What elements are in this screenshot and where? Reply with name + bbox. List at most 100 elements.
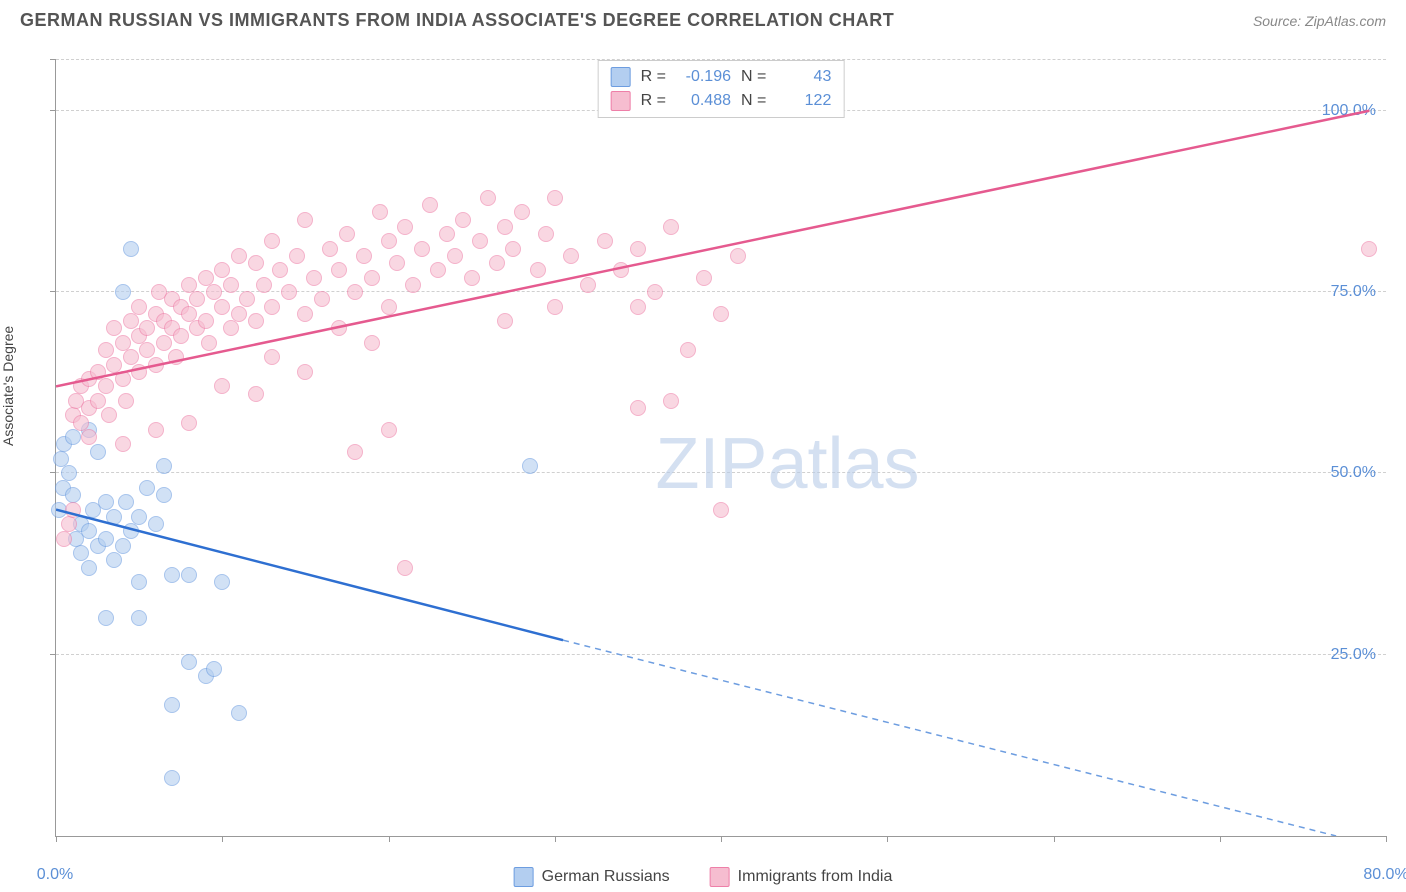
- data-point: [381, 422, 397, 438]
- data-point: [181, 415, 197, 431]
- data-point: [231, 248, 247, 264]
- gridline-h: [56, 291, 1386, 292]
- data-point: [256, 277, 272, 293]
- tick-y: [50, 110, 56, 111]
- tick-x: [1054, 836, 1055, 842]
- r-value-0: -0.196: [676, 68, 731, 86]
- data-point: [680, 342, 696, 358]
- data-point: [289, 248, 305, 264]
- trend-lines: [56, 60, 1386, 836]
- data-point: [131, 574, 147, 590]
- data-point: [331, 320, 347, 336]
- data-point: [497, 313, 513, 329]
- data-point: [156, 458, 172, 474]
- data-point: [131, 509, 147, 525]
- data-point: [381, 233, 397, 249]
- data-point: [223, 277, 239, 293]
- data-point: [339, 226, 355, 242]
- tick-x: [222, 836, 223, 842]
- tick-x: [389, 836, 390, 842]
- data-point: [123, 241, 139, 257]
- data-point: [597, 233, 613, 249]
- chart-area: ZIPatlas R = -0.196 N = 43 R = 0.488 N =…: [55, 60, 1386, 837]
- series-legend: German Russians Immigrants from India: [514, 867, 893, 887]
- gridline-h: [56, 654, 1386, 655]
- data-point: [306, 270, 322, 286]
- data-point: [364, 335, 380, 351]
- data-point: [214, 378, 230, 394]
- data-point: [297, 306, 313, 322]
- data-point: [322, 241, 338, 257]
- data-point: [115, 371, 131, 387]
- data-point: [115, 436, 131, 452]
- n-label: N =: [741, 68, 766, 86]
- data-point: [663, 393, 679, 409]
- legend-label-1: Immigrants from India: [738, 868, 893, 886]
- data-point: [181, 277, 197, 293]
- data-point: [264, 233, 280, 249]
- tick-x: [1386, 836, 1387, 842]
- data-point: [164, 770, 180, 786]
- data-point: [106, 552, 122, 568]
- data-point: [123, 313, 139, 329]
- legend-swatch-0: [514, 867, 534, 887]
- data-point: [455, 212, 471, 228]
- watermark: ZIPatlas: [655, 423, 919, 505]
- data-point: [189, 291, 205, 307]
- data-point: [106, 357, 122, 373]
- data-point: [81, 523, 97, 539]
- data-point: [497, 219, 513, 235]
- data-point: [98, 342, 114, 358]
- y-tick-label: 50.0%: [1331, 464, 1376, 482]
- data-point: [148, 422, 164, 438]
- n-value-0: 43: [776, 68, 831, 86]
- data-point: [472, 233, 488, 249]
- tick-y: [50, 654, 56, 655]
- data-point: [613, 262, 629, 278]
- data-point: [198, 313, 214, 329]
- data-point: [447, 248, 463, 264]
- gridline-h: [56, 472, 1386, 473]
- y-axis-label: Associate's Degree: [0, 326, 16, 446]
- data-point: [480, 190, 496, 206]
- data-point: [356, 248, 372, 264]
- data-point: [547, 299, 563, 315]
- data-point: [538, 226, 554, 242]
- data-point: [630, 299, 646, 315]
- data-point: [139, 480, 155, 496]
- data-point: [164, 567, 180, 583]
- data-point: [148, 516, 164, 532]
- data-point: [118, 393, 134, 409]
- data-point: [115, 538, 131, 554]
- data-point: [201, 335, 217, 351]
- data-point: [115, 335, 131, 351]
- source-label: Source: ZipAtlas.com: [1253, 13, 1386, 29]
- correlation-legend: R = -0.196 N = 43 R = 0.488 N = 122: [598, 60, 845, 118]
- y-tick-label: 100.0%: [1322, 102, 1376, 120]
- data-point: [181, 306, 197, 322]
- data-point: [90, 444, 106, 460]
- data-point: [231, 705, 247, 721]
- r-label: R =: [641, 68, 666, 86]
- x-tick-label: 80.0%: [1363, 866, 1406, 884]
- data-point: [397, 560, 413, 576]
- r-label: R =: [641, 92, 666, 110]
- data-point: [73, 545, 89, 561]
- data-point: [405, 277, 421, 293]
- data-point: [181, 567, 197, 583]
- data-point: [372, 204, 388, 220]
- data-point: [389, 255, 405, 271]
- swatch-series-1: [611, 91, 631, 111]
- data-point: [397, 219, 413, 235]
- tick-y: [50, 291, 56, 292]
- data-point: [156, 487, 172, 503]
- data-point: [713, 502, 729, 518]
- data-point: [98, 378, 114, 394]
- data-point: [547, 190, 563, 206]
- data-point: [164, 697, 180, 713]
- tick-x: [721, 836, 722, 842]
- data-point: [118, 494, 134, 510]
- data-point: [414, 241, 430, 257]
- tick-x: [1220, 836, 1221, 842]
- data-point: [364, 270, 380, 286]
